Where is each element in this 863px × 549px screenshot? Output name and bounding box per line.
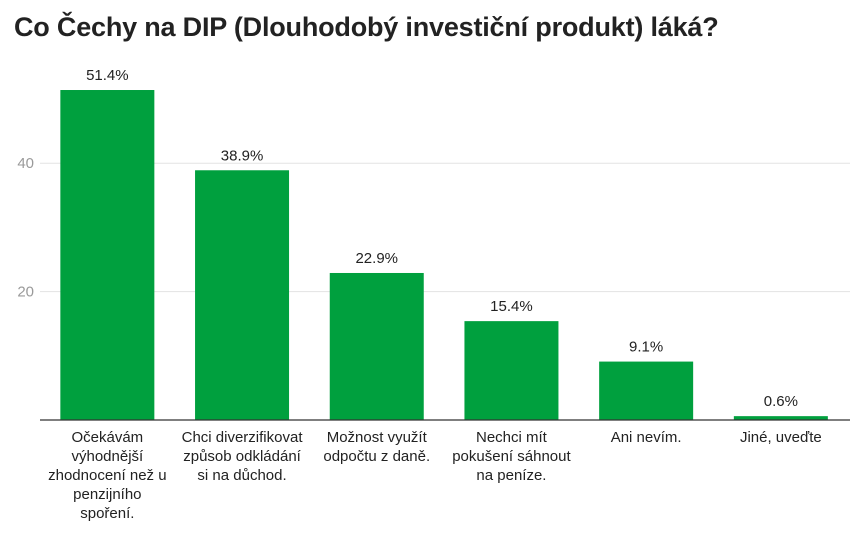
value-label: 51.4% [86, 67, 129, 84]
value-label: 0.6% [764, 393, 798, 410]
bar [464, 321, 559, 420]
value-label: 38.9% [221, 147, 264, 164]
bar [329, 272, 424, 420]
bar [733, 416, 828, 420]
bar [599, 361, 694, 420]
bar [60, 90, 155, 421]
category-label: Možnost využít odpočtu z daně. [323, 429, 431, 465]
category-label: Ani nevím. [610, 429, 682, 446]
category-label: Očekávám výhodnější zhodnocení než u pen… [48, 429, 167, 522]
value-label: 15.4% [490, 298, 533, 315]
category-label: Jiné, uveďte [739, 429, 822, 446]
bars [60, 90, 828, 421]
value-label: 9.1% [629, 339, 663, 356]
bar [195, 170, 290, 420]
y-tick-label: 20 [17, 284, 34, 301]
value-labels: 51.4% 38.9% 22.9% 15.4% 9.1% 0.6% [86, 67, 798, 410]
category-label: Nechci mít pokušení sáhnout na peníze. [452, 429, 571, 484]
gridlines [40, 162, 850, 293]
chart-title: Co Čechy na DIP (Dlouhodobý investiční p… [14, 12, 719, 42]
category-label: Chci diverzifikovat způsob odkládání si … [181, 429, 303, 484]
value-label: 22.9% [355, 250, 398, 267]
y-tick-label: 40 [17, 155, 34, 172]
